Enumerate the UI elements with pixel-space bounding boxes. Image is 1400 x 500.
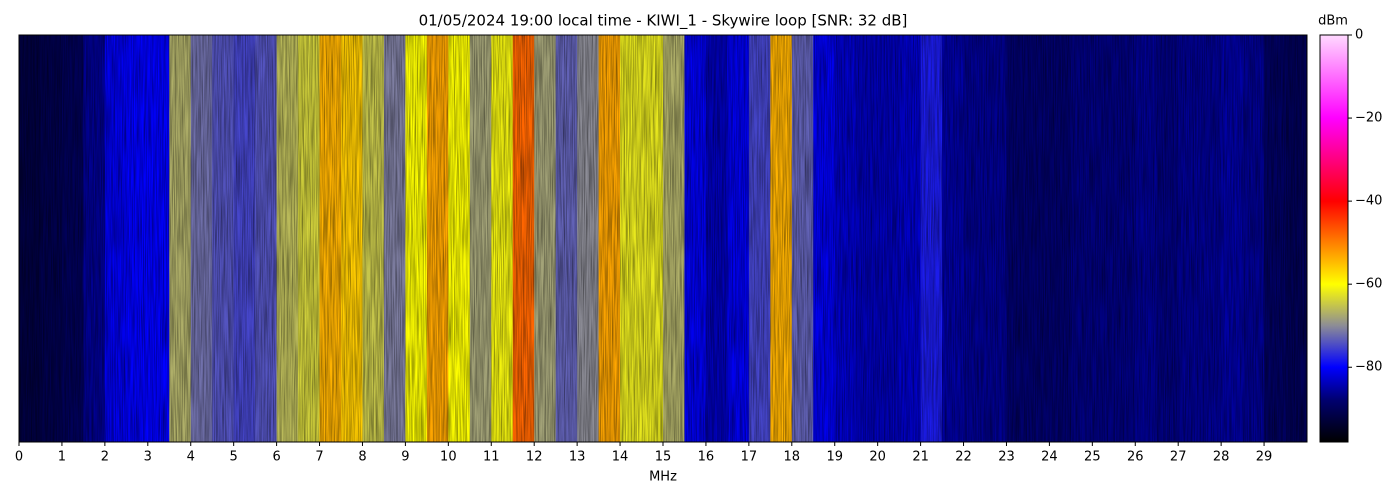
x-tick-label: 7 — [315, 450, 323, 465]
x-tick-label: 12 — [526, 450, 543, 465]
colorbar-tick-label: −40 — [1355, 194, 1382, 209]
x-tick-label: 25 — [1084, 450, 1101, 465]
x-tick-label: 16 — [698, 450, 715, 465]
x-tick-label: 2 — [101, 450, 109, 465]
x-tick-label: 8 — [358, 450, 366, 465]
x-tick-label: 21 — [912, 450, 929, 465]
x-tick-label: 15 — [655, 450, 672, 465]
x-tick-label: 22 — [955, 450, 972, 465]
colorbar — [1320, 35, 1348, 442]
colorbar-tick-label: −20 — [1355, 111, 1382, 126]
x-tick-label: 11 — [483, 450, 500, 465]
x-tick-label: 4 — [187, 450, 195, 465]
x-tick-label: 13 — [569, 450, 586, 465]
x-tick-label: 1 — [58, 450, 66, 465]
x-tick-label: 20 — [869, 450, 886, 465]
x-tick-label: 3 — [144, 450, 152, 465]
x-tick-label: 9 — [401, 450, 409, 465]
x-tick-label: 28 — [1213, 450, 1230, 465]
x-tick-label: 5 — [230, 450, 238, 465]
x-tick-label: 14 — [612, 450, 629, 465]
texture — [19, 35, 1307, 442]
x-tick-label: 26 — [1127, 450, 1144, 465]
colorbar-tick-label: −60 — [1355, 277, 1382, 292]
x-tick-label: 19 — [826, 450, 843, 465]
colorbar-label: dBm — [1318, 14, 1348, 29]
x-tick-label: 0 — [15, 450, 23, 465]
colorbar-frame — [1319, 34, 1349, 443]
x-tick-label: 17 — [741, 450, 758, 465]
colorbar-tick-label: 0 — [1355, 28, 1363, 43]
x-tick-label: 6 — [272, 450, 280, 465]
x-axis-label: MHz — [649, 470, 677, 485]
x-tick-label: 29 — [1256, 450, 1273, 465]
x-tick-label: 10 — [440, 450, 457, 465]
x-tick-label: 24 — [1041, 450, 1058, 465]
colorbar-tick-label: −80 — [1355, 360, 1382, 375]
x-tick-label: 18 — [784, 450, 801, 465]
chart-title: 01/05/2024 19:00 local time - KIWI_1 - S… — [419, 12, 908, 31]
x-tick-label: 27 — [1170, 450, 1187, 465]
x-tick-label: 23 — [998, 450, 1015, 465]
